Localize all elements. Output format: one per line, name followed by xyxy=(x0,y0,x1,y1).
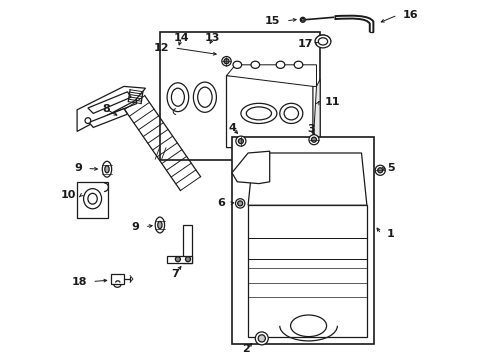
Ellipse shape xyxy=(238,139,243,144)
Ellipse shape xyxy=(294,61,302,68)
Ellipse shape xyxy=(83,189,102,209)
Text: 17: 17 xyxy=(297,39,312,49)
Ellipse shape xyxy=(300,17,305,22)
Ellipse shape xyxy=(246,107,271,120)
Ellipse shape xyxy=(377,168,382,173)
Text: 4: 4 xyxy=(228,123,236,133)
Ellipse shape xyxy=(104,166,109,173)
Text: 3: 3 xyxy=(306,124,314,134)
Text: 2: 2 xyxy=(242,344,250,354)
Polygon shape xyxy=(183,225,192,263)
Ellipse shape xyxy=(224,59,228,64)
Ellipse shape xyxy=(232,61,241,68)
Ellipse shape xyxy=(276,61,284,68)
Ellipse shape xyxy=(314,35,330,48)
Polygon shape xyxy=(247,153,366,205)
Ellipse shape xyxy=(318,38,327,45)
Ellipse shape xyxy=(301,18,304,21)
Text: 13: 13 xyxy=(204,33,220,43)
Text: 10: 10 xyxy=(61,190,76,200)
Ellipse shape xyxy=(290,315,326,337)
Text: 6: 6 xyxy=(216,198,224,208)
Polygon shape xyxy=(77,86,145,131)
Polygon shape xyxy=(247,205,366,337)
Ellipse shape xyxy=(241,103,276,123)
Polygon shape xyxy=(86,91,136,121)
Text: 11: 11 xyxy=(324,96,339,107)
Ellipse shape xyxy=(167,83,188,112)
Text: 7: 7 xyxy=(171,269,179,279)
Ellipse shape xyxy=(279,103,302,123)
Ellipse shape xyxy=(308,135,318,145)
Ellipse shape xyxy=(258,335,265,342)
Text: 14: 14 xyxy=(173,33,189,43)
Text: 9: 9 xyxy=(131,222,139,232)
Bar xyxy=(231,137,373,344)
Ellipse shape xyxy=(374,165,385,175)
Ellipse shape xyxy=(235,136,245,146)
Ellipse shape xyxy=(185,257,190,262)
Ellipse shape xyxy=(311,137,316,142)
Polygon shape xyxy=(226,65,316,86)
Text: 16: 16 xyxy=(402,10,418,20)
Text: 15: 15 xyxy=(264,16,280,26)
Ellipse shape xyxy=(88,193,97,204)
Ellipse shape xyxy=(250,61,259,68)
Text: 12: 12 xyxy=(153,43,168,53)
Polygon shape xyxy=(88,92,131,113)
Polygon shape xyxy=(77,182,107,218)
Ellipse shape xyxy=(85,118,91,123)
Polygon shape xyxy=(89,109,127,127)
Polygon shape xyxy=(167,256,192,263)
Polygon shape xyxy=(231,151,269,184)
Ellipse shape xyxy=(175,257,180,262)
Ellipse shape xyxy=(235,199,244,208)
Ellipse shape xyxy=(237,201,242,206)
Polygon shape xyxy=(226,76,312,148)
Ellipse shape xyxy=(255,332,268,345)
Text: 8: 8 xyxy=(102,104,109,114)
Ellipse shape xyxy=(197,87,212,107)
Ellipse shape xyxy=(158,221,162,229)
Ellipse shape xyxy=(222,57,231,66)
Ellipse shape xyxy=(102,161,111,177)
Text: 5: 5 xyxy=(386,163,393,174)
Text: 1: 1 xyxy=(386,229,394,239)
Polygon shape xyxy=(111,274,123,284)
Ellipse shape xyxy=(155,217,164,233)
Polygon shape xyxy=(312,79,320,148)
Ellipse shape xyxy=(284,107,298,120)
Ellipse shape xyxy=(193,82,216,112)
Text: 18: 18 xyxy=(71,276,87,287)
Text: 9: 9 xyxy=(74,163,81,174)
Bar xyxy=(160,32,320,160)
Ellipse shape xyxy=(171,88,184,106)
